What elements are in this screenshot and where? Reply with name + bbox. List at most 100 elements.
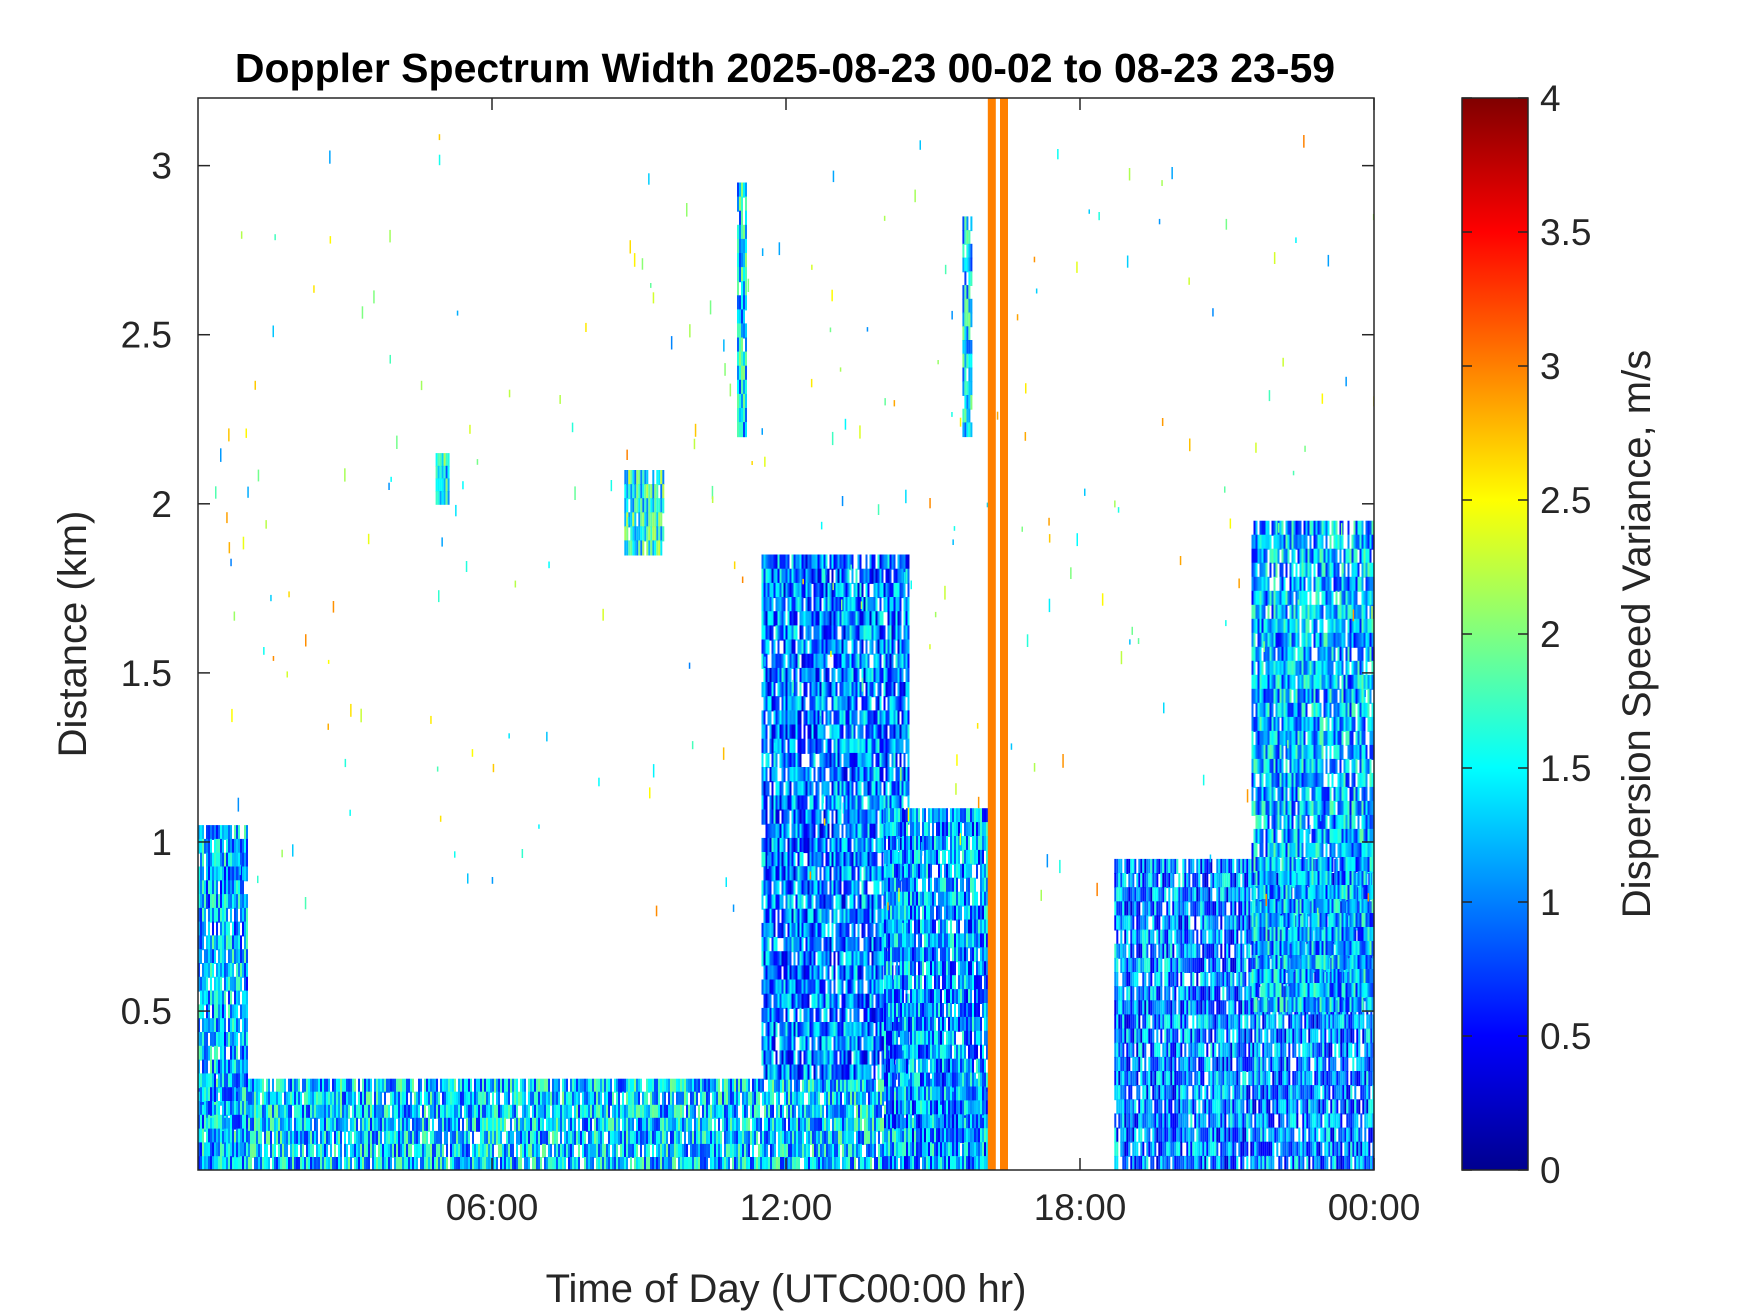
heatmap-cell — [586, 1078, 588, 1093]
heatmap-cell — [408, 1117, 410, 1132]
heatmap-cell — [819, 653, 822, 669]
heatmap-cell — [841, 937, 844, 953]
heatmap-cell — [867, 965, 870, 981]
heatmap-cell — [855, 795, 858, 811]
heatmap-cell — [804, 1117, 806, 1132]
heatmap-cell — [767, 837, 770, 854]
heatmap-cell — [634, 1104, 636, 1119]
heatmap-cell — [656, 1117, 658, 1132]
heatmap-cell — [781, 1036, 784, 1052]
heatmap-cell — [803, 951, 806, 967]
heatmap-cell — [871, 852, 874, 868]
heatmap-cell — [796, 1117, 798, 1132]
heatmap-cell — [732, 1130, 734, 1145]
heatmap-cell — [771, 625, 774, 641]
heatmap-cell — [612, 1091, 614, 1106]
heatmap-cell — [508, 1104, 510, 1119]
heatmap-cell — [374, 1078, 376, 1093]
heatmap-cell — [596, 1104, 598, 1119]
heatmap-cell — [460, 1130, 462, 1145]
heatmap-cell — [813, 937, 816, 953]
heatmap-cell — [686, 1104, 688, 1119]
heatmap-cell — [771, 795, 774, 811]
heatmap-cell — [440, 1157, 442, 1170]
heatmap-cell — [614, 1143, 616, 1158]
heatmap-cell — [694, 1091, 696, 1106]
heatmap-cell — [827, 1022, 830, 1038]
heatmap-cell — [839, 809, 842, 825]
heatmap-cell — [528, 1104, 530, 1119]
heatmap-cell — [226, 1142, 228, 1158]
heatmap-cell — [618, 1157, 620, 1170]
heatmap-cell — [238, 838, 240, 854]
heatmap-cell — [332, 1117, 334, 1132]
heatmap-cell — [252, 1078, 254, 1093]
heatmap-cell — [809, 880, 812, 896]
heatmap-cell — [843, 653, 846, 669]
heatmap-cell — [620, 1078, 622, 1093]
heatmap-cell — [805, 979, 808, 995]
heatmap-cell — [202, 1128, 204, 1144]
heatmap-cell — [650, 1091, 652, 1106]
heatmap-cell — [839, 738, 842, 754]
heatmap-cell — [819, 880, 822, 896]
heatmap-cell — [202, 1018, 204, 1033]
heatmap-cell — [817, 1007, 820, 1024]
heatmap-cell — [530, 1143, 532, 1158]
heatmap-cell — [802, 1104, 804, 1119]
heatmap-cell — [797, 1064, 800, 1080]
heatmap-cell — [789, 767, 792, 783]
heatmap-cell — [236, 852, 238, 868]
heatmap-cell — [222, 825, 224, 840]
heatmap-cell — [986, 1091, 988, 1106]
heatmap-cell — [803, 922, 806, 939]
heatmap-cell — [879, 951, 882, 967]
heatmap-cell — [724, 1130, 726, 1145]
heatmap-cell — [542, 1143, 544, 1158]
heatmap-cell — [863, 852, 866, 868]
heatmap-cell — [767, 1022, 770, 1038]
heatmap-cell — [793, 752, 796, 769]
heatmap-cell — [851, 993, 854, 1009]
heatmap-cell — [310, 1143, 312, 1158]
heatmap-cell — [786, 1130, 788, 1145]
heatmap-cell — [588, 1104, 590, 1119]
heatmap-cell — [244, 1032, 246, 1047]
heatmap-cell — [855, 1036, 858, 1052]
heatmap-cell — [799, 738, 802, 754]
heatmap-cell — [855, 738, 858, 754]
heatmap-cell — [867, 653, 870, 669]
heatmap-cell — [838, 1157, 840, 1170]
heatmap-cell — [859, 979, 862, 995]
heatmap-cell — [813, 866, 816, 882]
heatmap-cell — [626, 1130, 628, 1145]
heatmap-cell — [276, 1104, 278, 1119]
heatmap-cell — [596, 1130, 598, 1145]
heatmap-cell — [761, 922, 764, 939]
heatmap-cell — [783, 880, 786, 896]
heatmap-cell — [572, 1091, 574, 1106]
heatmap-cell — [870, 1078, 872, 1093]
heatmap-cell — [636, 1091, 638, 1106]
heatmap-cell — [674, 1143, 676, 1158]
heatmap-cell — [230, 1045, 232, 1061]
heatmap-cell — [853, 965, 856, 981]
heatmap-cell — [763, 908, 766, 924]
heatmap-cell — [234, 990, 236, 1006]
heatmap-cell — [286, 1143, 288, 1158]
heatmap-cell — [304, 1157, 306, 1170]
heatmap-cell — [726, 1078, 728, 1093]
heatmap-cell — [534, 1157, 536, 1170]
heatmap-cell — [724, 1143, 726, 1158]
heatmap-cell — [789, 682, 792, 698]
heatmap-cell — [356, 1117, 358, 1132]
heatmap-cell — [870, 1130, 872, 1145]
heatmap-cell — [588, 1117, 590, 1132]
heatmap-cell — [590, 1143, 592, 1158]
heatmap-cell — [230, 976, 232, 992]
heatmap-cell — [226, 825, 228, 840]
heatmap-cell — [777, 568, 780, 584]
heatmap-cell — [834, 1130, 836, 1145]
heatmap-cell — [658, 1104, 660, 1119]
heatmap-cell — [320, 1117, 322, 1132]
